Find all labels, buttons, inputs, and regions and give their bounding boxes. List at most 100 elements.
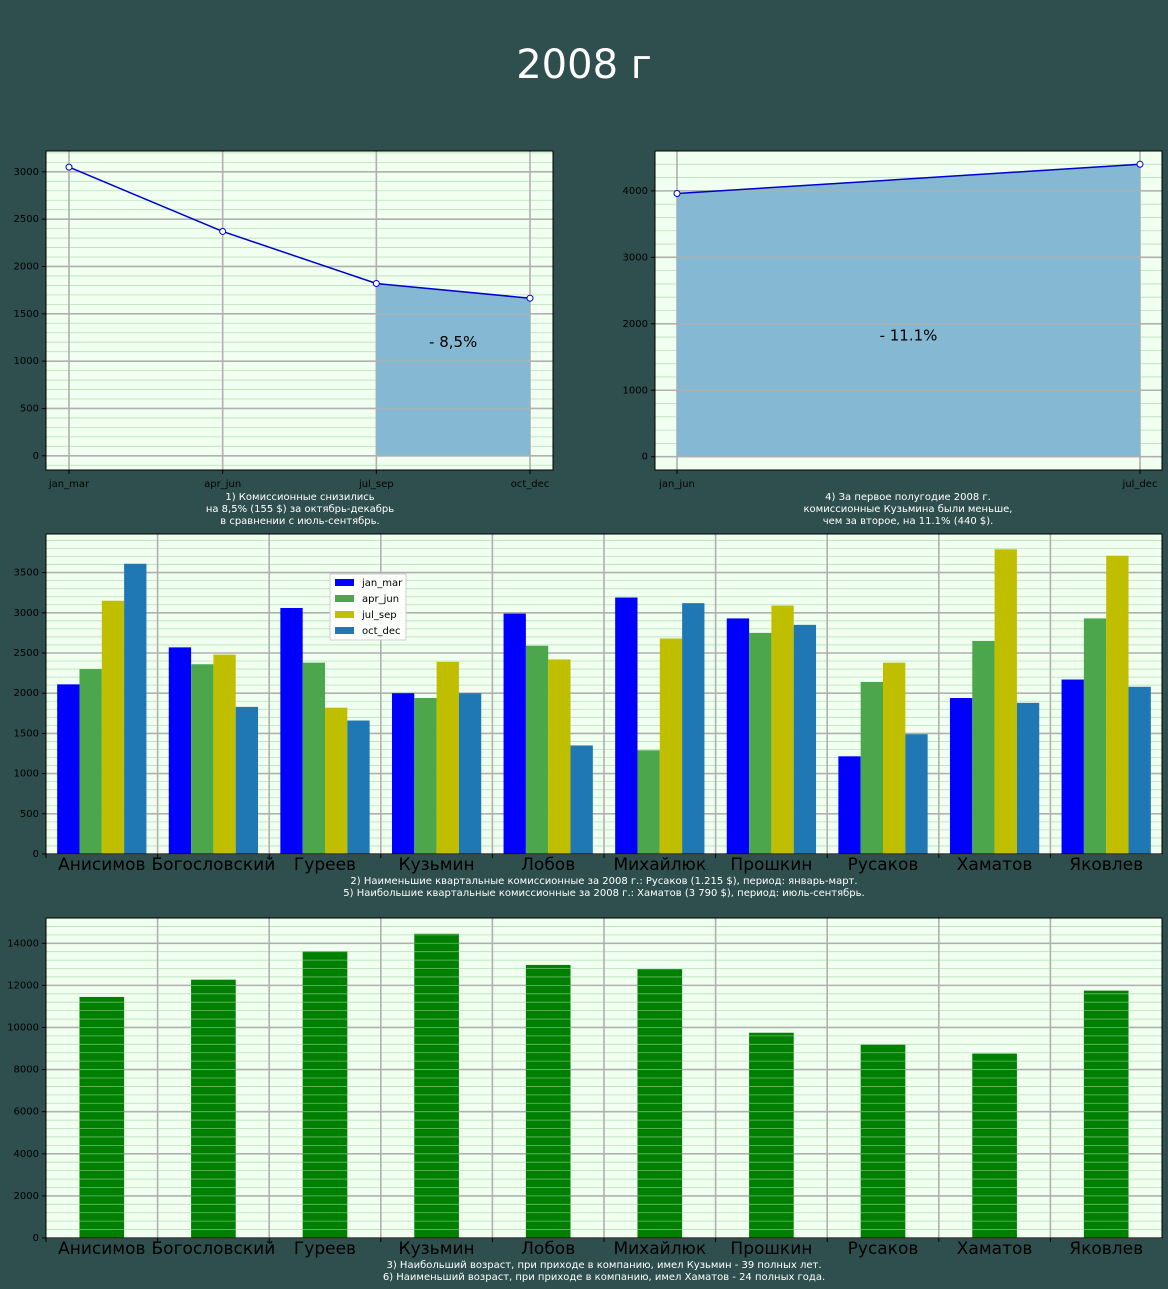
chart4-bar: [860, 1044, 906, 1238]
chart3-bar-jan_mar: [280, 607, 303, 854]
chart3-bar-apr_jun: [1083, 618, 1107, 854]
chart1-ytick-label: 1000: [14, 356, 39, 367]
chart3-bar-jan_mar: [57, 684, 80, 854]
chart3-bar-apr_jun: [860, 681, 883, 854]
chart4-ytick-label: 0: [33, 1233, 39, 1244]
chart3-bar-oct_dec: [1128, 686, 1151, 854]
chart2-filled-area: [677, 164, 1140, 457]
chart4-ytick-label: 2000: [14, 1191, 39, 1202]
chart2-ytick-label: 1000: [623, 385, 648, 396]
chart2-annotation: - 11.1%: [880, 327, 938, 345]
chart4-xtick-label: Русаков: [848, 1239, 919, 1259]
chart4-ytick-label: 10000: [7, 1022, 39, 1033]
chart3-bar-oct_dec: [793, 624, 817, 854]
legend-label-apr_jun: apr_jun: [362, 594, 399, 605]
chart1-ytick-label: 1500: [14, 309, 39, 320]
chart1-xtick-label: jan_mar: [48, 479, 90, 490]
chart3-bar-apr_jun: [191, 664, 214, 854]
chart1-xtick-label: jul_sep: [358, 479, 394, 490]
chart1-data-point: [526, 294, 534, 302]
chart3-bar-apr_jun: [637, 750, 660, 854]
chart3-xtick-label: Кузьмин: [399, 855, 475, 875]
chart3-bar-jan_mar: [726, 618, 750, 854]
chart3-bar-jul_sep: [883, 662, 906, 854]
chart4-ytick-label: 12000: [7, 980, 39, 991]
chart1-ytick-label: 500: [20, 403, 39, 414]
chart4-bar: [414, 933, 459, 1238]
chart3-xtick-label: Яковлев: [1069, 855, 1143, 875]
chart2-ytick-label: 0: [642, 452, 648, 463]
chart3-bar-jan_mar: [1061, 679, 1084, 854]
chart3-ytick-label: 3000: [14, 608, 39, 619]
chart1-caption: 1) Комиссионные снизились на 8,5% (155 $…: [205, 492, 395, 527]
chart1-annotation: - 8,5%: [429, 333, 477, 351]
chart3-bar-apr_jun: [749, 632, 772, 854]
chart1-xtick-label: oct_dec: [511, 479, 550, 490]
chart3-bar-apr_jun: [302, 662, 325, 854]
page-title: 2008 г: [516, 42, 652, 88]
chart3-bar-apr_jun: [525, 645, 549, 854]
chart3-ytick-label: 2500: [14, 648, 39, 659]
chart2-ytick-label: 2000: [623, 319, 648, 330]
chart4-bar: [1083, 990, 1129, 1238]
chart4-xtick-label: Кузьмин: [399, 1239, 475, 1259]
chart3-bar-jan_mar: [391, 693, 415, 854]
chart3-bar-jul_sep: [436, 661, 459, 854]
chart4-xtick-label: Богословский: [152, 1239, 276, 1259]
chart1-data-point: [372, 280, 380, 288]
chart3-bar-oct_dec: [124, 563, 147, 854]
chart2-data-point: [1136, 160, 1144, 168]
chart2-ytick-label: 4000: [623, 186, 648, 197]
chart3-bar-jan_mar: [168, 647, 192, 854]
chart4-bar: [749, 1032, 794, 1238]
chart2-xtick-label: jul_dec: [1122, 479, 1158, 490]
chart1-ytick-label: 2500: [14, 214, 39, 225]
chart1-ytick-label: 3000: [14, 167, 39, 178]
chart3-xtick-label: Богословский: [152, 855, 276, 875]
chart4-xtick-label: Гуреев: [294, 1239, 356, 1259]
chart4-frame: [45, 917, 1163, 1239]
chart3-ytick-label: 3500: [14, 568, 39, 579]
chart3-caption: 2) Наименьшие квартальные комиссионные з…: [343, 876, 865, 899]
chart1-frame: [45, 150, 554, 471]
chart3-bar-jul_sep: [548, 659, 571, 854]
chart3-ytick-label: 0: [33, 849, 39, 860]
chart4-xtick-label: Хаматов: [957, 1239, 1033, 1259]
chart4-bar: [79, 996, 125, 1238]
chart3-ytick-label: 1500: [14, 728, 39, 739]
chart3-xtick-label: Гуреев: [294, 855, 356, 875]
chart3-bar-jan_mar: [615, 597, 638, 854]
chart3-bar-oct_dec: [347, 720, 370, 854]
chart4-xtick-label: Анисимов: [58, 1239, 145, 1259]
legend-swatch-oct_dec: [335, 627, 354, 634]
legend-swatch-apr_jun: [335, 595, 354, 602]
chart2-series-line: [676, 163, 1141, 195]
chart2-data-point: [673, 190, 681, 198]
chart3-bar-jul_sep: [771, 605, 794, 854]
chart4-bar: [525, 964, 571, 1238]
chart4-xtick-label: Прошкин: [730, 1239, 812, 1259]
chart4-xtick-label: Яковлев: [1069, 1239, 1143, 1259]
chart1-ytick-label: 2000: [14, 261, 39, 272]
chart4-xtick-label: Михайлюк: [613, 1239, 706, 1259]
chart4-ytick-label: 14000: [7, 938, 39, 949]
chart4-ytick-label: 6000: [14, 1107, 39, 1118]
chart3-bar-apr_jun: [972, 640, 995, 854]
chart4-xtick-label: Лобов: [521, 1239, 575, 1259]
chart3-ytick-label: 2000: [14, 688, 39, 699]
chart1-xtick-label: apr_jun: [204, 479, 241, 490]
chart3-xtick-label: Анисимов: [58, 855, 145, 875]
chart3-bar-jul_sep: [325, 707, 348, 854]
chart3-bar-jul_sep: [994, 549, 1017, 854]
chart2-caption: 4) За первое полугодие 2008 г. комиссион…: [803, 492, 1013, 527]
chart3-frame: [45, 533, 1163, 855]
chart2-xtick-label: jan_jun: [658, 479, 695, 490]
chart3-bar-jul_sep: [1106, 555, 1129, 854]
chart4-ytick-label: 8000: [14, 1065, 39, 1076]
chart3-bar-jan_mar: [838, 756, 861, 854]
chart4-bar: [972, 1053, 1017, 1238]
legend-label-oct_dec: oct_dec: [362, 626, 401, 637]
chart3-bar-apr_jun: [79, 669, 102, 854]
chart1-ytick-label: 0: [33, 451, 39, 462]
